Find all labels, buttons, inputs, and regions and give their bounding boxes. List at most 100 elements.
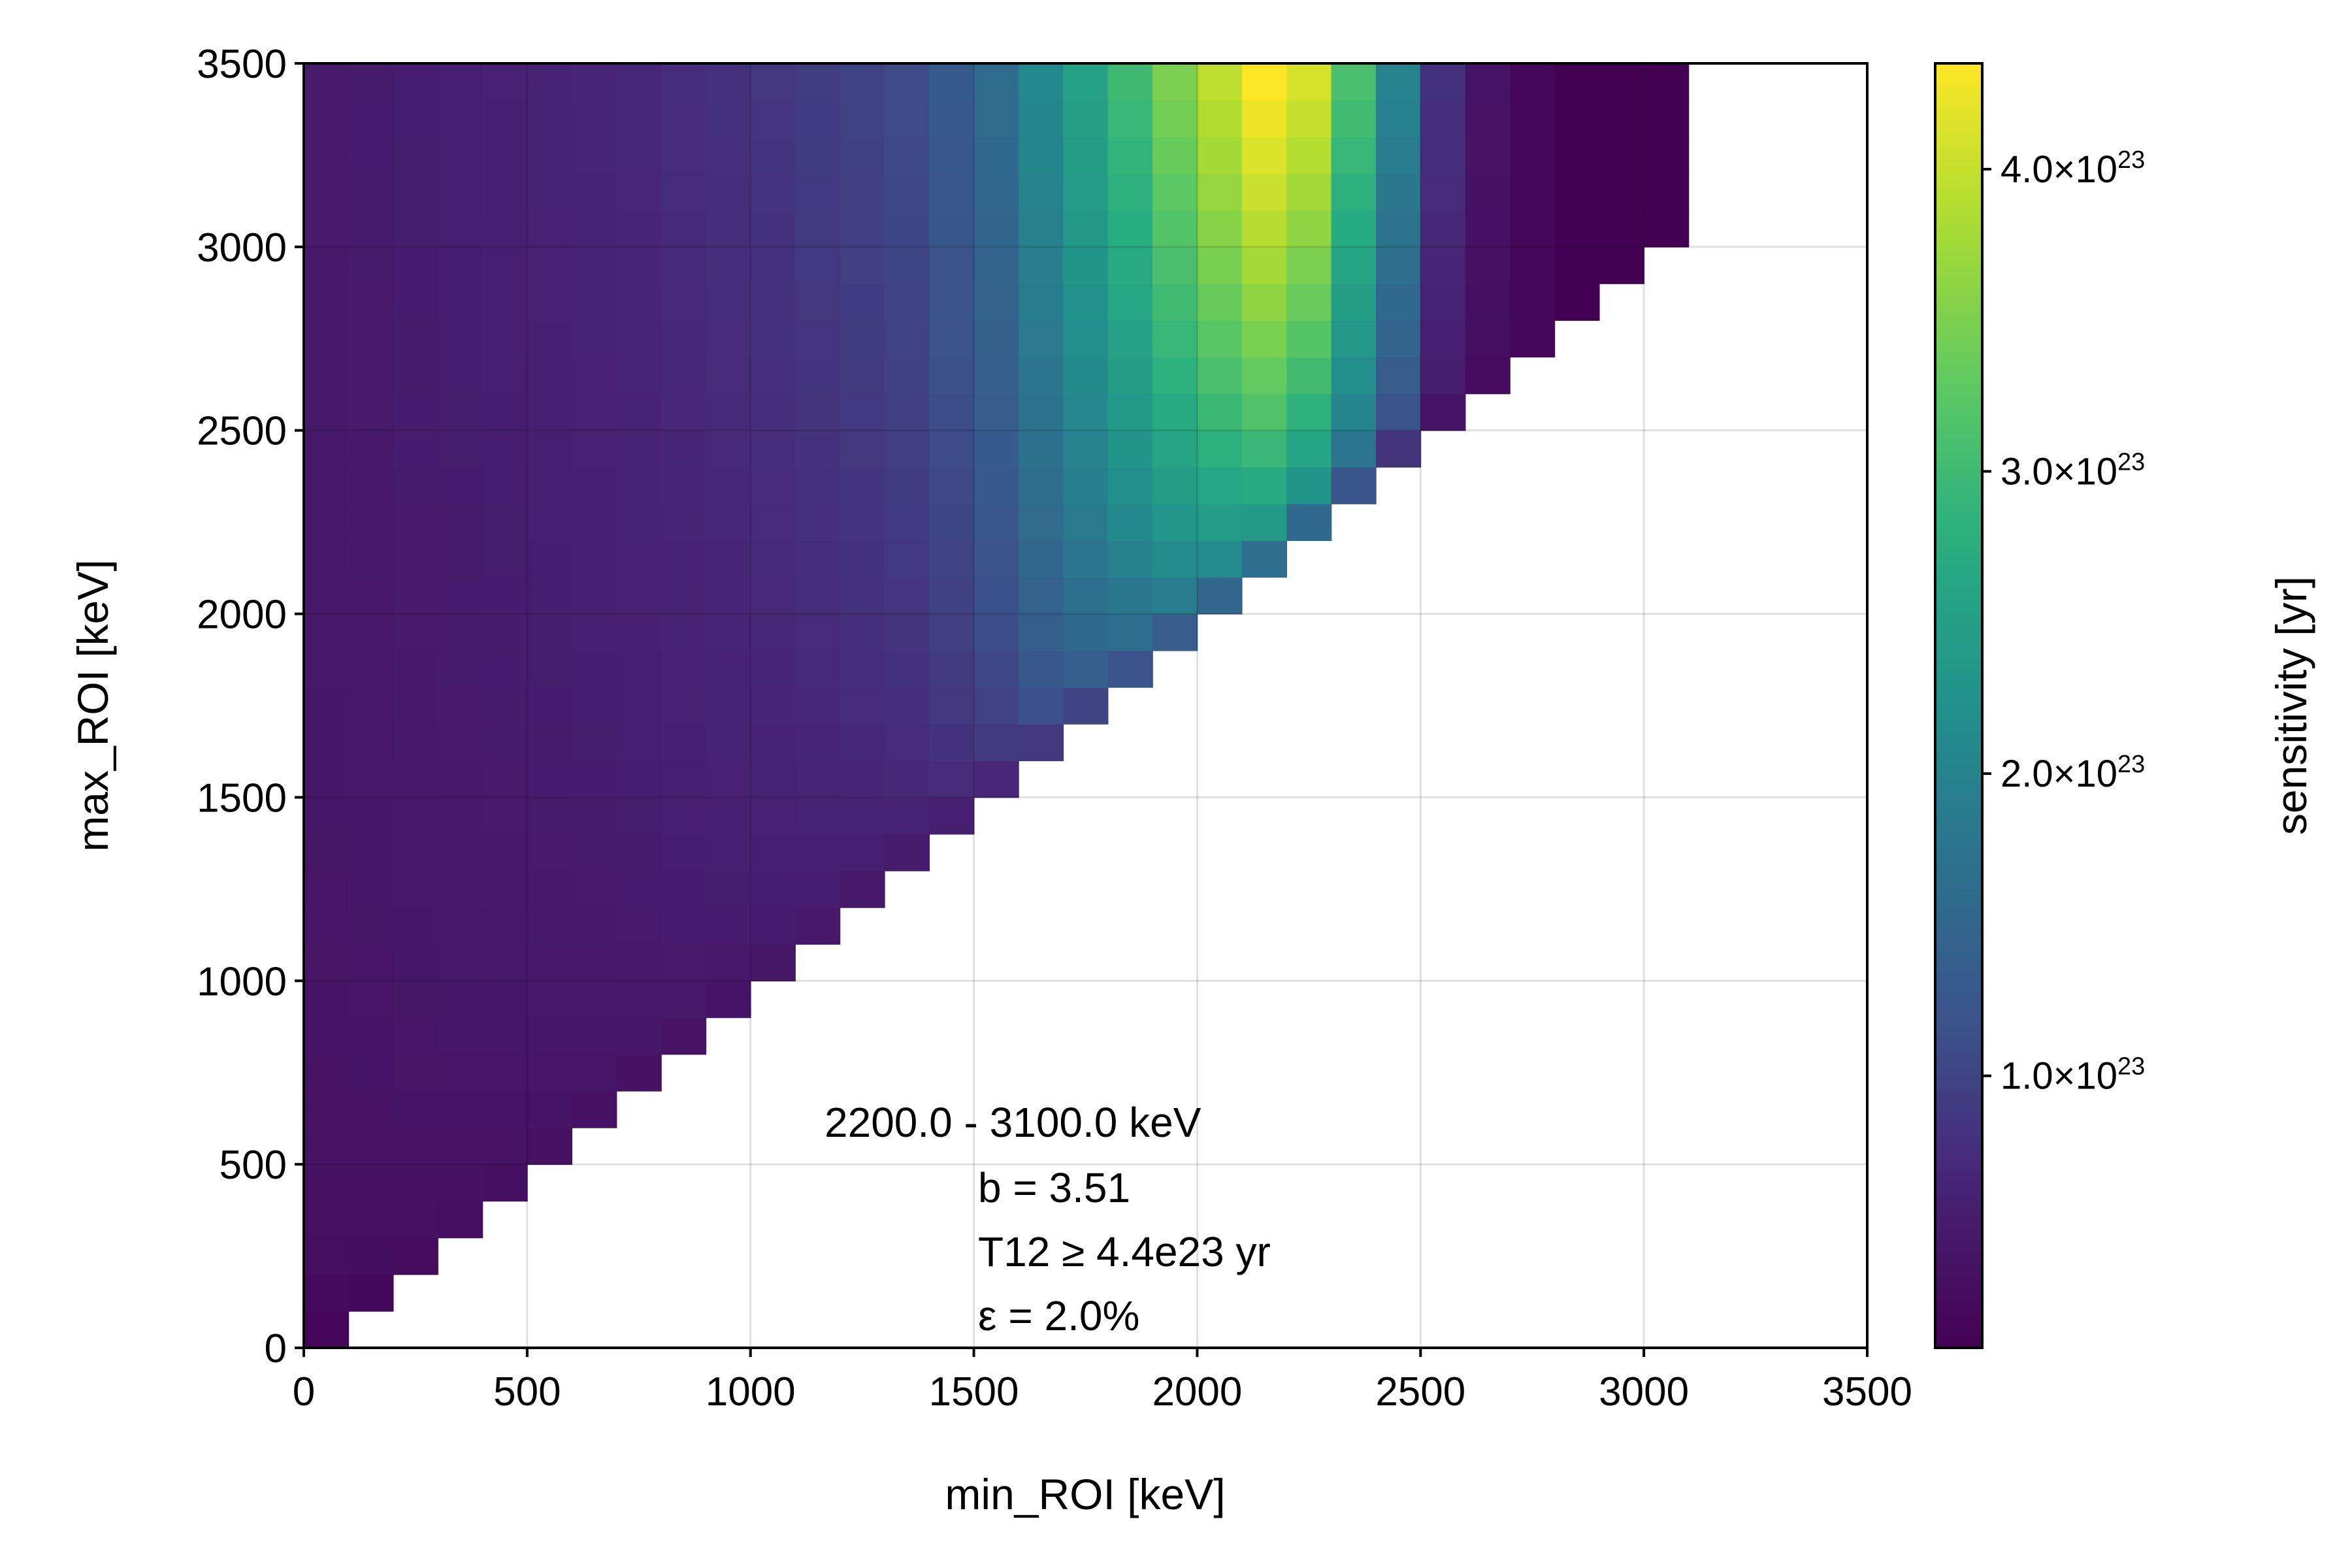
heatmap-cell bbox=[438, 1127, 483, 1165]
heatmap-cell bbox=[973, 724, 1019, 762]
heatmap-cell bbox=[1018, 504, 1064, 542]
heatmap-cell bbox=[661, 430, 707, 468]
heatmap-cell bbox=[1063, 320, 1109, 358]
heatmap-cell bbox=[1420, 63, 1466, 101]
heatmap-cell bbox=[1286, 137, 1332, 174]
heatmap-cell bbox=[304, 357, 350, 395]
heatmap-cell bbox=[750, 210, 796, 248]
heatmap-cell bbox=[438, 577, 483, 615]
heatmap-cell bbox=[661, 870, 707, 908]
heatmap-cell bbox=[393, 613, 438, 651]
heatmap-cell bbox=[1063, 210, 1109, 248]
heatmap-cell bbox=[1375, 284, 1422, 321]
heatmap-cell bbox=[348, 907, 394, 945]
heatmap-cell bbox=[482, 760, 528, 798]
heatmap-cell bbox=[438, 173, 483, 211]
heatmap-cell bbox=[1420, 100, 1466, 138]
heatmap-cell bbox=[1465, 357, 1511, 395]
heatmap-cell bbox=[973, 613, 1019, 651]
colorbar-tick-label: 3.0×1023 bbox=[2001, 448, 2145, 493]
heatmap-cell bbox=[393, 944, 438, 982]
heatmap-cell bbox=[1241, 284, 1287, 321]
heatmap-cell bbox=[616, 724, 662, 762]
heatmap-cell bbox=[1286, 430, 1332, 468]
heatmap-cell bbox=[348, 981, 394, 1019]
heatmap-cell bbox=[1420, 393, 1466, 431]
heatmap-cell bbox=[304, 870, 350, 908]
heatmap-cell bbox=[1465, 210, 1511, 248]
heatmap-cell bbox=[482, 284, 528, 321]
y-tick-label: 2000 bbox=[197, 593, 287, 638]
heatmap-cell bbox=[482, 540, 528, 578]
heatmap-cell bbox=[393, 907, 438, 945]
heatmap-cell bbox=[527, 834, 573, 872]
heatmap-cell bbox=[572, 466, 617, 504]
heatmap-cell bbox=[1465, 246, 1511, 284]
heatmap-cell bbox=[1107, 650, 1153, 688]
heatmap-cell bbox=[304, 687, 350, 725]
heatmap-cell bbox=[393, 760, 438, 798]
heatmap-cell bbox=[527, 504, 573, 542]
heatmap-cell bbox=[706, 724, 751, 762]
heatmap-cell bbox=[393, 63, 438, 101]
heatmap-cell bbox=[438, 870, 483, 908]
heatmap-cell bbox=[1197, 540, 1243, 578]
heatmap-cell bbox=[1286, 466, 1332, 504]
heatmap-cell bbox=[706, 907, 751, 945]
heatmap-cell bbox=[572, 430, 617, 468]
heatmap-cell bbox=[750, 393, 796, 431]
x-tick-label: 1500 bbox=[929, 1369, 1019, 1414]
heatmap-cell bbox=[572, 246, 617, 284]
heatmap-cell bbox=[482, 137, 528, 174]
heatmap-cell bbox=[750, 760, 796, 798]
heatmap-cell bbox=[438, 284, 483, 321]
heatmap-cell bbox=[884, 210, 930, 248]
heatmap-cell bbox=[973, 320, 1019, 358]
heatmap-cell bbox=[1375, 137, 1422, 174]
colorbar: 1.0×1023 2.0×1023 3.0×1023 4.0×1023 sensiti… bbox=[1934, 62, 2315, 1349]
heatmap-cell bbox=[1107, 357, 1153, 395]
heatmap-cell bbox=[393, 540, 438, 578]
heatmap-cell bbox=[973, 430, 1019, 468]
heatmap-cell bbox=[348, 466, 394, 504]
heatmap-cell bbox=[572, 357, 617, 395]
heatmap-cell bbox=[706, 210, 751, 248]
heatmap-cell bbox=[1510, 246, 1556, 284]
heatmap-cell bbox=[1241, 504, 1287, 542]
heatmap-cell bbox=[348, 284, 394, 321]
heatmap-cell bbox=[348, 137, 394, 174]
heatmap-cell bbox=[1644, 63, 1690, 101]
heatmap-cell bbox=[884, 687, 930, 725]
heatmap-cell bbox=[661, 724, 707, 762]
heatmap-cell bbox=[616, 504, 662, 542]
heatmap-cell bbox=[304, 173, 350, 211]
heatmap-cell bbox=[884, 284, 930, 321]
heatmap-cell bbox=[527, 687, 573, 725]
heatmap-cell bbox=[1018, 100, 1064, 138]
heatmap-cell bbox=[304, 320, 350, 358]
heatmap-cell bbox=[304, 246, 350, 284]
heatmap-cell bbox=[527, 724, 573, 762]
heatmap-cell bbox=[661, 1017, 707, 1055]
heatmap-cell bbox=[348, 1164, 394, 1202]
heatmap-cell bbox=[393, 430, 438, 468]
heatmap-cell bbox=[1018, 63, 1064, 101]
heatmap-cell bbox=[527, 981, 573, 1019]
heatmap-cell bbox=[1197, 577, 1243, 615]
heatmap-cell bbox=[1510, 284, 1556, 321]
heatmap-cell bbox=[706, 137, 751, 174]
heatmap-cell bbox=[304, 1090, 350, 1128]
heatmap-cell bbox=[1554, 137, 1600, 174]
heatmap-cell bbox=[616, 137, 662, 174]
heatmap-cell bbox=[482, 100, 528, 138]
plot-frame bbox=[302, 62, 1869, 1349]
heatmap-cell bbox=[1107, 210, 1153, 248]
heatmap-cell bbox=[304, 284, 350, 321]
heatmap-cell bbox=[1331, 430, 1377, 468]
colorbar-ticks: 1.0×1023 2.0×1023 3.0×1023 4.0×1023 bbox=[1982, 146, 2145, 1098]
heatmap-cell bbox=[1644, 210, 1690, 248]
heatmap-cell bbox=[1063, 577, 1109, 615]
heatmap-cell bbox=[393, 246, 438, 284]
heatmap-cell bbox=[1018, 284, 1064, 321]
